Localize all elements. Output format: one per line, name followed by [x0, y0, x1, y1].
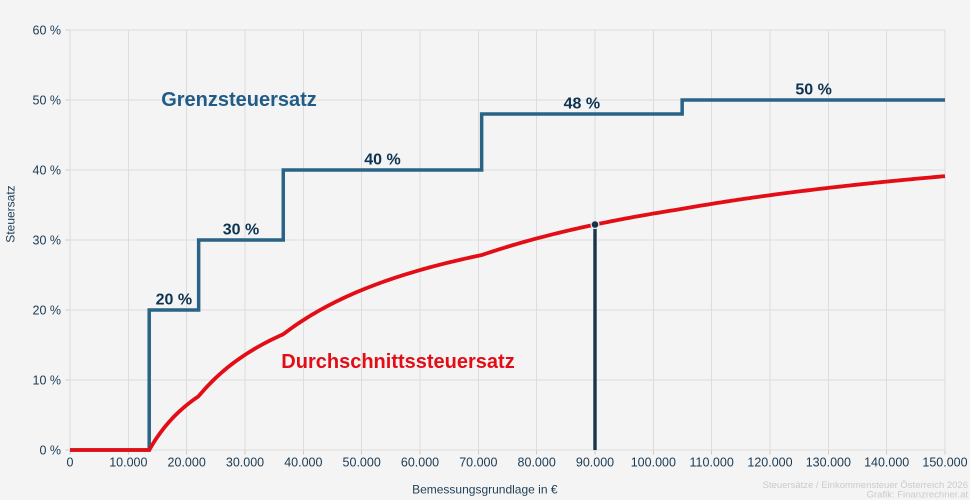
- svg-text:40 %: 40 %: [364, 152, 400, 169]
- svg-text:0: 0: [67, 455, 74, 469]
- svg-text:140.000: 140.000: [864, 455, 909, 469]
- svg-text:60.000: 60.000: [401, 455, 439, 469]
- svg-text:Steuersätze / Einkommensteuer: Steuersätze / Einkommensteuer Österreich…: [763, 480, 968, 491]
- svg-text:50 %: 50 %: [795, 82, 831, 99]
- svg-text:150.000: 150.000: [922, 455, 967, 469]
- svg-text:20 %: 20 %: [156, 292, 192, 309]
- svg-text:Grenzsteuersatz: Grenzsteuersatz: [161, 89, 317, 111]
- svg-text:30 %: 30 %: [33, 233, 62, 247]
- svg-text:40.000: 40.000: [284, 455, 322, 469]
- svg-text:0 %: 0 %: [39, 443, 61, 457]
- svg-text:110.000: 110.000: [690, 455, 734, 469]
- svg-text:70.000: 70.000: [459, 455, 497, 469]
- svg-text:Grafik: Finanzrechner.at: Grafik: Finanzrechner.at: [867, 490, 969, 500]
- svg-text:Steuersatz: Steuersatz: [4, 185, 18, 242]
- svg-text:100.000: 100.000: [631, 455, 676, 469]
- svg-text:60 %: 60 %: [33, 23, 62, 37]
- svg-text:Durchschnittssteuersatz: Durchschnittssteuersatz: [281, 351, 514, 373]
- svg-text:30.000: 30.000: [226, 455, 264, 469]
- svg-text:Bemessungsgrundlage in €: Bemessungsgrundlage in €: [412, 482, 558, 496]
- svg-text:20 %: 20 %: [33, 303, 62, 317]
- svg-text:130.000: 130.000: [806, 455, 851, 469]
- svg-text:40 %: 40 %: [33, 163, 62, 177]
- svg-text:30 %: 30 %: [223, 222, 259, 239]
- svg-text:120.000: 120.000: [747, 455, 792, 469]
- svg-text:20.000: 20.000: [168, 455, 206, 469]
- svg-text:90.000: 90.000: [576, 455, 614, 469]
- svg-text:10 %: 10 %: [33, 373, 62, 387]
- svg-text:10.000: 10.000: [109, 455, 147, 469]
- svg-text:50.000: 50.000: [343, 455, 381, 469]
- svg-text:48 %: 48 %: [564, 96, 600, 113]
- svg-text:50 %: 50 %: [33, 93, 62, 107]
- svg-text:80.000: 80.000: [518, 455, 556, 469]
